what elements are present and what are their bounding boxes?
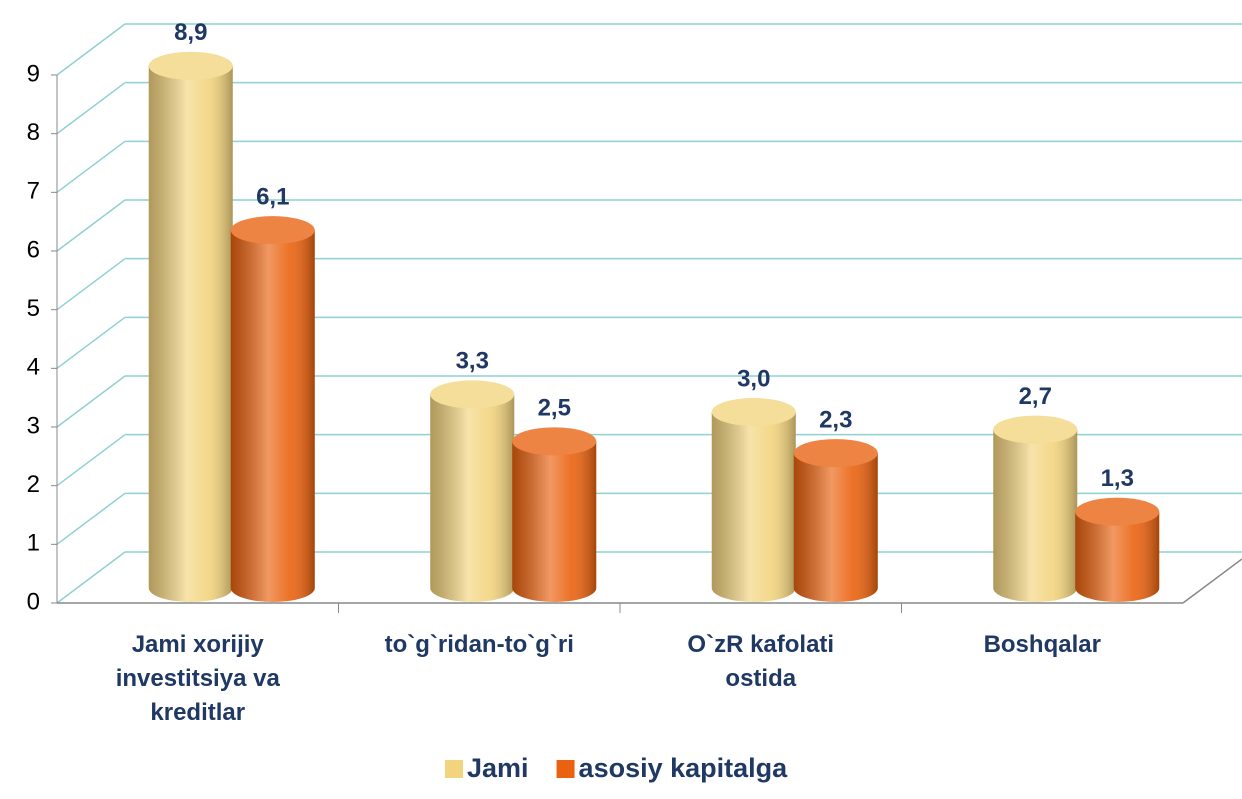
y-tick-label: 6 — [27, 236, 40, 263]
data-label: 2,7 — [1019, 383, 1052, 410]
grid-line — [56, 23, 126, 76]
y-tick-label: 1 — [27, 530, 40, 557]
bar-top — [512, 427, 597, 456]
grid-line — [56, 375, 126, 428]
data-label: 8,9 — [174, 19, 207, 46]
grid-line — [56, 140, 126, 193]
y-tick-label: 5 — [27, 295, 40, 322]
data-label: 2,5 — [538, 395, 571, 422]
grid-line — [56, 258, 126, 311]
bar-top-shine — [148, 51, 233, 80]
bar-top-shine — [793, 439, 878, 468]
bar-shade — [430, 394, 515, 602]
grid-line — [56, 492, 126, 545]
bar-shade — [1075, 511, 1160, 602]
x-tick-label: Boshqalar — [983, 631, 1101, 658]
y-tick-label: 3 — [27, 412, 40, 439]
data-label: 3,0 — [737, 365, 770, 392]
grid-line — [56, 82, 126, 135]
bar-top-shine — [230, 216, 315, 245]
y-tick-label: 4 — [27, 354, 40, 381]
bar-shade — [148, 65, 233, 602]
bar-top — [148, 51, 233, 80]
legend-swatch — [556, 760, 575, 778]
x-tick-label: to`g`ridan-to`g`ri — [384, 631, 574, 658]
bar-shade — [993, 429, 1078, 602]
y-tick-label: 9 — [27, 60, 40, 87]
y-tick-label: 7 — [27, 178, 40, 205]
grid-line — [56, 434, 126, 487]
bar-shade — [711, 412, 796, 602]
data-label: 6,1 — [256, 183, 289, 210]
bar-top-shine — [711, 398, 796, 426]
bar-top — [711, 398, 796, 426]
bar-top — [1075, 497, 1160, 526]
bar-top — [793, 439, 878, 468]
y-tick-label: 0 — [27, 588, 40, 615]
x-tick-label: Jami xorijiy investitsiya va kreditlar — [115, 631, 280, 726]
bar-top-shine — [1075, 497, 1160, 526]
data-label: 2,3 — [819, 406, 852, 433]
bar-top — [230, 216, 315, 245]
y-tick-label: 8 — [27, 119, 40, 146]
bar-shade — [230, 230, 315, 602]
bar-top — [430, 380, 515, 409]
legend-swatch — [445, 760, 463, 778]
grid-line — [56, 316, 126, 369]
bar-top-shine — [430, 380, 515, 409]
bar-top-shine — [993, 415, 1078, 444]
bar-shade — [793, 453, 878, 602]
grid-line — [56, 199, 126, 252]
bar-shade — [512, 441, 597, 602]
bar-top — [993, 415, 1078, 444]
bar-top-shine — [512, 427, 597, 456]
legend-label: Jami — [467, 753, 529, 783]
y-tick-label: 2 — [27, 471, 40, 498]
grid-line — [56, 551, 126, 604]
data-label: 1,3 — [1101, 465, 1134, 492]
x-tick-label: O`zR kafolati ostida — [687, 631, 835, 692]
data-label: 3,3 — [456, 348, 489, 375]
floor-edge — [1182, 558, 1242, 604]
legend-label: asosiy kapitalga — [579, 753, 789, 783]
